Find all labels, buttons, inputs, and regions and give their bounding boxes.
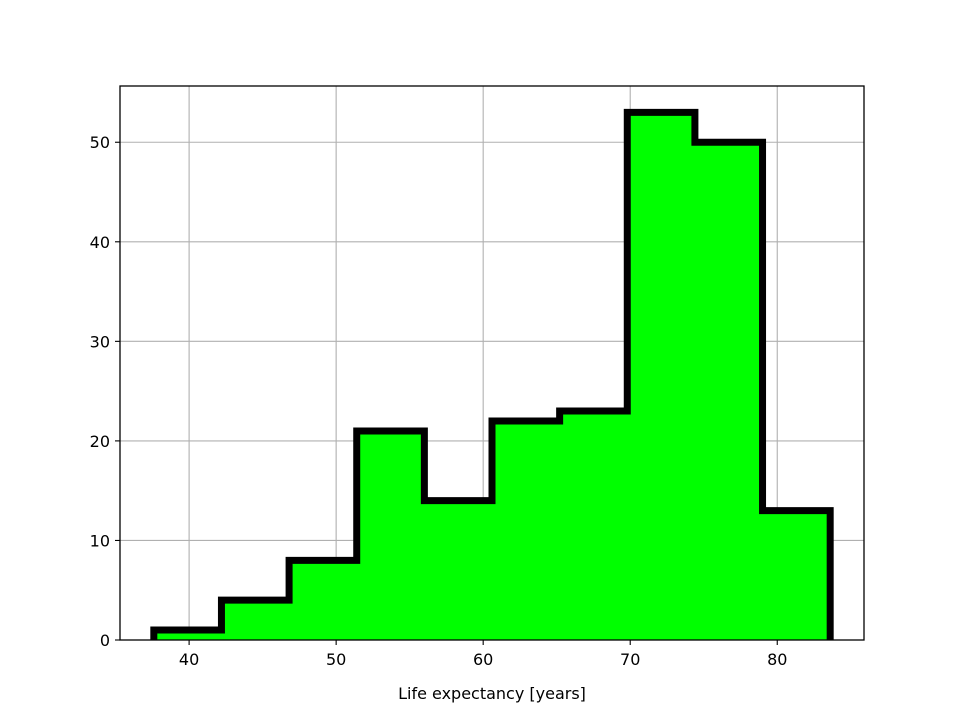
histogram-bar	[492, 420, 561, 640]
x-tick-label: 60	[473, 650, 493, 669]
histogram-outline	[150, 108, 834, 640]
x-tick-label: 80	[767, 650, 787, 669]
histogram-bar	[559, 411, 628, 640]
x-axis-label: Life expectancy [years]	[398, 684, 586, 703]
histogram-bar	[762, 510, 831, 640]
plot-frame	[119, 85, 865, 641]
y-tick-label: 20	[90, 432, 110, 451]
y-tick-label: 40	[90, 233, 110, 252]
histogram-bar	[153, 630, 222, 640]
x-tick-label: 40	[179, 650, 199, 669]
histogram-bar	[694, 142, 764, 640]
histogram-bar	[289, 560, 358, 640]
histogram-bar	[221, 600, 290, 640]
x-tick-label: 50	[326, 650, 346, 669]
histogram-bar	[627, 112, 696, 640]
y-axis-ticks: 0 10 20 30 40 50	[90, 133, 120, 650]
y-tick-label: 0	[100, 631, 110, 650]
histogram-bar	[424, 500, 493, 640]
x-axis-ticks: 40 50 60 70 80	[179, 640, 787, 669]
y-tick-label: 10	[90, 531, 110, 550]
x-tick-label: 70	[620, 650, 640, 669]
y-tick-label: 50	[90, 133, 110, 152]
histogram-bars	[153, 112, 831, 640]
histogram-bar	[356, 430, 425, 640]
y-tick-label: 30	[90, 332, 110, 351]
